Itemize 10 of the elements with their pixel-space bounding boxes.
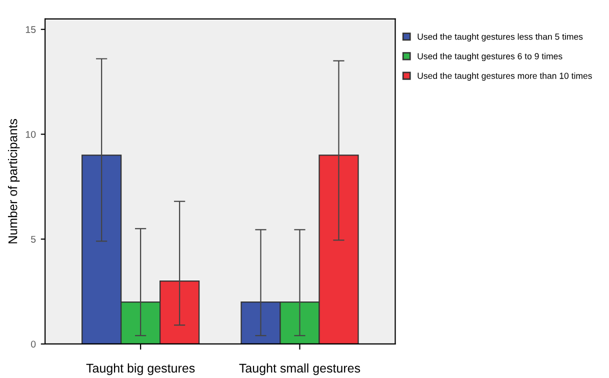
y-tick-label: 0: [31, 340, 36, 348]
legend-label: Used the taught gestures more than 10 times: [418, 72, 592, 81]
y-tick-label: 10: [26, 130, 36, 138]
y-tick-label: 5: [31, 236, 36, 243]
legend-label: Used the taught gestures 6 to 9 times: [418, 52, 562, 62]
y-tick-label: 15: [26, 26, 36, 34]
legend-label: Used the taught gestures less than 5 times: [418, 33, 583, 42]
x-tick-label: Taught big gestures: [86, 363, 195, 376]
y-axis-title: Number of participants: [8, 119, 20, 244]
x-tick-label: Taught small gestures: [239, 363, 360, 376]
